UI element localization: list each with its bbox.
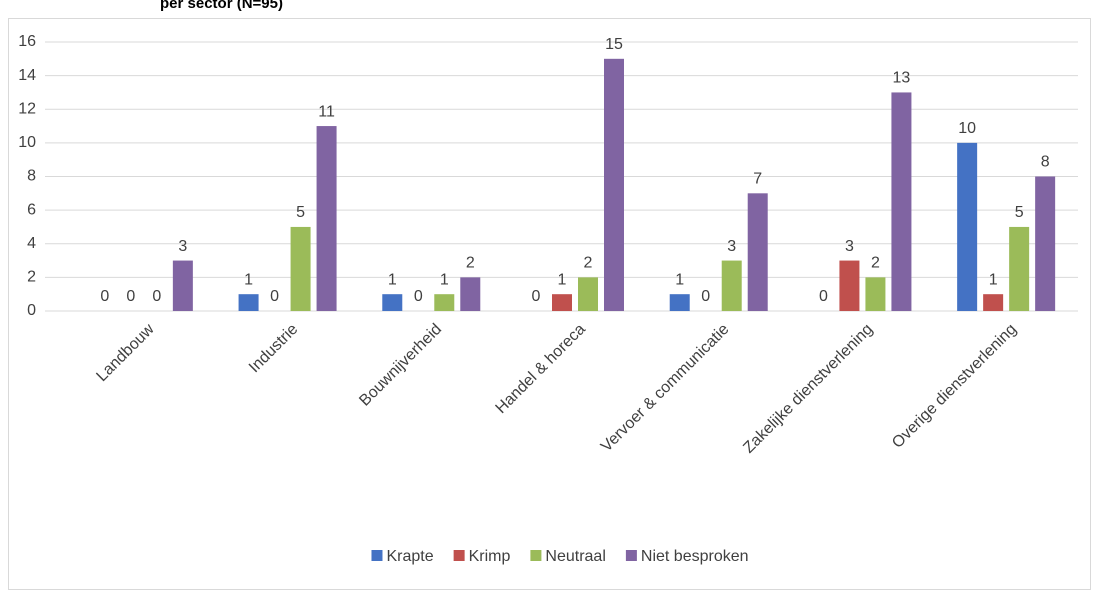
bar xyxy=(1035,176,1056,311)
x-tick-label: Handel & horeca xyxy=(493,321,589,417)
legend-label: Krimp xyxy=(469,548,511,565)
data-label: 5 xyxy=(296,204,305,221)
data-label: 0 xyxy=(126,288,135,305)
data-label: 13 xyxy=(893,70,911,87)
bar xyxy=(290,226,311,311)
x-tick-label: Landbouw xyxy=(93,320,158,385)
y-tick-label: 0 xyxy=(27,302,36,319)
data-label: 3 xyxy=(727,238,736,255)
x-tick-label: Industrie xyxy=(246,321,301,376)
y-tick-label: 6 xyxy=(27,201,36,218)
data-label: 1 xyxy=(388,271,397,288)
bar xyxy=(983,294,1004,311)
bar xyxy=(316,126,337,311)
y-tick-label: 4 xyxy=(27,235,36,252)
legend-swatch xyxy=(625,550,637,561)
data-label: 1 xyxy=(989,271,998,288)
y-tick-label: 16 xyxy=(18,33,36,50)
data-label: 0 xyxy=(270,288,279,305)
data-label: 1 xyxy=(440,271,449,288)
legend-swatch xyxy=(453,550,465,561)
bar xyxy=(460,277,481,311)
data-label: 0 xyxy=(152,288,161,305)
bar xyxy=(1009,226,1030,311)
bar xyxy=(578,277,598,311)
data-label: 2 xyxy=(871,255,880,272)
y-tick-label: 10 xyxy=(18,134,36,151)
data-label: 3 xyxy=(845,238,854,255)
data-label: 0 xyxy=(701,288,710,305)
legend-label: Niet besproken xyxy=(641,548,749,565)
data-label: 0 xyxy=(532,288,541,305)
legend: Krapte Krimp Neutraal Niet besproken xyxy=(371,548,749,565)
data-label: 2 xyxy=(584,255,593,272)
bar xyxy=(552,294,572,311)
x-tick-label: Bouwnijverheid xyxy=(356,321,445,410)
bar xyxy=(721,260,742,311)
bar xyxy=(172,260,193,311)
data-label: 0 xyxy=(100,288,109,305)
bar xyxy=(238,294,259,311)
y-tick-label: 14 xyxy=(18,67,36,84)
data-label: 10 xyxy=(958,120,976,137)
bar xyxy=(434,294,455,311)
legend-swatch xyxy=(530,550,542,561)
data-label: 2 xyxy=(466,255,475,272)
bar xyxy=(865,277,886,311)
data-label: 15 xyxy=(605,36,623,53)
bar xyxy=(957,142,978,311)
data-label: 8 xyxy=(1041,154,1050,171)
data-label: 3 xyxy=(178,238,187,255)
data-label: 1 xyxy=(244,271,253,288)
x-tick-label: Overige dienstverlening xyxy=(889,321,1020,452)
y-tick-label: 2 xyxy=(27,269,36,286)
bar xyxy=(839,260,860,311)
bar xyxy=(604,58,624,311)
bar xyxy=(891,92,912,311)
bar xyxy=(747,193,768,311)
x-tick-label: Zakelijke dienstverlening xyxy=(740,321,876,457)
bar xyxy=(669,294,690,311)
data-label: 5 xyxy=(1015,204,1024,221)
data-label: 0 xyxy=(819,288,828,305)
data-label: 0 xyxy=(414,288,423,305)
data-label: 1 xyxy=(558,271,567,288)
chart-frame xyxy=(8,18,1091,590)
x-tick-label: Vervoer & communicatie xyxy=(598,321,733,456)
data-label: 7 xyxy=(753,171,762,188)
data-label: 11 xyxy=(318,103,335,120)
data-label: 1 xyxy=(675,271,684,288)
y-tick-label: 8 xyxy=(27,168,36,185)
legend-label: Neutraal xyxy=(545,548,605,565)
bar xyxy=(382,294,403,311)
legend-label: Krapte xyxy=(386,548,433,565)
y-tick-label: 12 xyxy=(18,100,36,117)
legend-swatch xyxy=(371,550,383,561)
chart-title: per sector (N=95) xyxy=(160,0,283,12)
